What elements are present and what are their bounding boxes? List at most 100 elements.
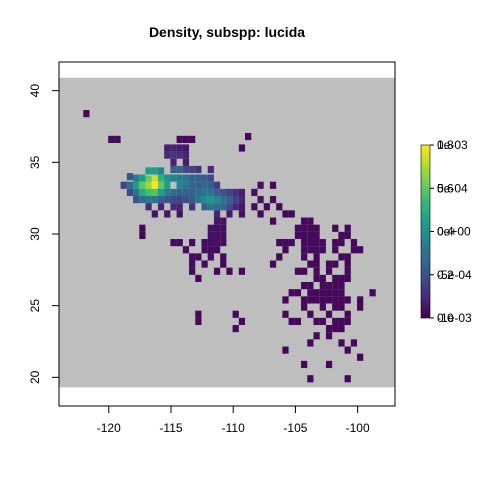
density-cell — [170, 158, 177, 166]
density-cell — [157, 188, 165, 197]
density-cell — [313, 267, 320, 275]
density-cell — [133, 181, 140, 189]
density-cell — [301, 239, 308, 247]
density-cell — [294, 289, 302, 297]
density-cell — [195, 196, 202, 204]
density-cell — [226, 267, 233, 275]
density-cell — [164, 188, 171, 197]
density-cell — [220, 253, 227, 261]
density-cell — [164, 144, 171, 152]
density-cell — [325, 360, 333, 369]
density-cell — [344, 346, 351, 354]
density-cell — [332, 260, 339, 268]
color-legend: 1e-03 5e-04 0e+00 -5e-04 -1e-03 0.8 0.6 0.4 0.2… — [420, 138, 472, 325]
density-cell — [220, 188, 227, 197]
density-cell — [213, 267, 221, 275]
density-cell — [263, 203, 270, 211]
density-cell — [332, 289, 339, 297]
density-cell — [294, 231, 302, 240]
legend-colorbar — [421, 145, 430, 318]
density-cell — [170, 196, 177, 204]
density-cell — [207, 188, 214, 197]
density-cell — [294, 224, 302, 232]
density-cell — [307, 231, 314, 240]
legend-scale-a-label: -5e-04 — [437, 268, 472, 282]
density-cell — [301, 253, 308, 261]
density-cell — [213, 224, 221, 232]
density-cell — [325, 310, 333, 318]
density-cell — [189, 181, 196, 189]
density-cell — [145, 188, 152, 197]
density-cell — [207, 246, 214, 254]
density-cell — [338, 231, 345, 240]
density-cell — [313, 224, 320, 232]
density-cell — [344, 274, 351, 283]
density-cell — [332, 246, 339, 254]
density-cell — [164, 174, 171, 182]
density-cell — [325, 296, 333, 304]
density-cell — [226, 203, 233, 211]
density-cell — [307, 217, 314, 225]
density-cell — [195, 253, 202, 261]
density-cell — [301, 303, 308, 311]
density-cell — [189, 165, 196, 174]
density-cell — [176, 181, 183, 189]
y-tick-label: 30 — [28, 227, 42, 241]
density-cell — [176, 196, 183, 204]
density-cell — [201, 181, 208, 189]
density-cell — [269, 260, 277, 268]
density-cell — [195, 310, 202, 318]
density-cell — [238, 144, 246, 152]
density-cell — [182, 174, 190, 182]
density-cell — [282, 239, 289, 247]
density-cell — [189, 239, 196, 247]
density-cell — [207, 231, 214, 240]
density-cell — [213, 246, 221, 254]
density-cell — [313, 317, 320, 326]
density-cell — [220, 231, 227, 240]
density-cell — [232, 325, 239, 333]
density-cell — [276, 253, 283, 261]
density-cell — [213, 210, 221, 218]
density-cell — [307, 310, 314, 318]
density-cell — [164, 210, 171, 218]
density-cell — [195, 165, 202, 174]
density-cell — [189, 196, 196, 204]
density-cell — [145, 203, 152, 211]
density-cell — [195, 274, 202, 283]
density-cell — [213, 239, 221, 247]
density-cell — [307, 239, 314, 247]
density-cell — [325, 289, 333, 297]
density-cell — [282, 310, 289, 318]
density-cell — [176, 239, 183, 247]
density-cell — [176, 188, 183, 197]
density-cell — [313, 253, 320, 261]
density-cell — [338, 282, 345, 290]
density-cell — [201, 196, 208, 204]
density-cell — [170, 174, 177, 182]
density-cell — [170, 144, 177, 152]
density-cell — [220, 239, 227, 247]
density-cell — [269, 181, 277, 189]
density-cell — [207, 196, 214, 204]
density-cell — [170, 203, 177, 211]
density-cell — [201, 203, 208, 211]
density-cell — [301, 217, 308, 225]
density-cell — [257, 210, 264, 218]
density-cell — [207, 253, 214, 261]
density-cell — [157, 203, 165, 211]
density-cell — [189, 135, 196, 143]
density-cell — [151, 188, 158, 197]
density-cell — [201, 260, 208, 268]
x-axis: -120 -115 -110 -105 -100 — [97, 405, 370, 435]
density-cell — [338, 339, 345, 347]
x-tick-label: -110 — [222, 421, 245, 435]
density-cell — [313, 296, 320, 304]
density-cell — [164, 151, 171, 159]
y-tick-label: 25 — [28, 299, 42, 313]
density-cell — [282, 210, 289, 218]
density-cell — [251, 188, 258, 197]
density-cell — [319, 317, 326, 326]
density-cell — [338, 239, 345, 247]
